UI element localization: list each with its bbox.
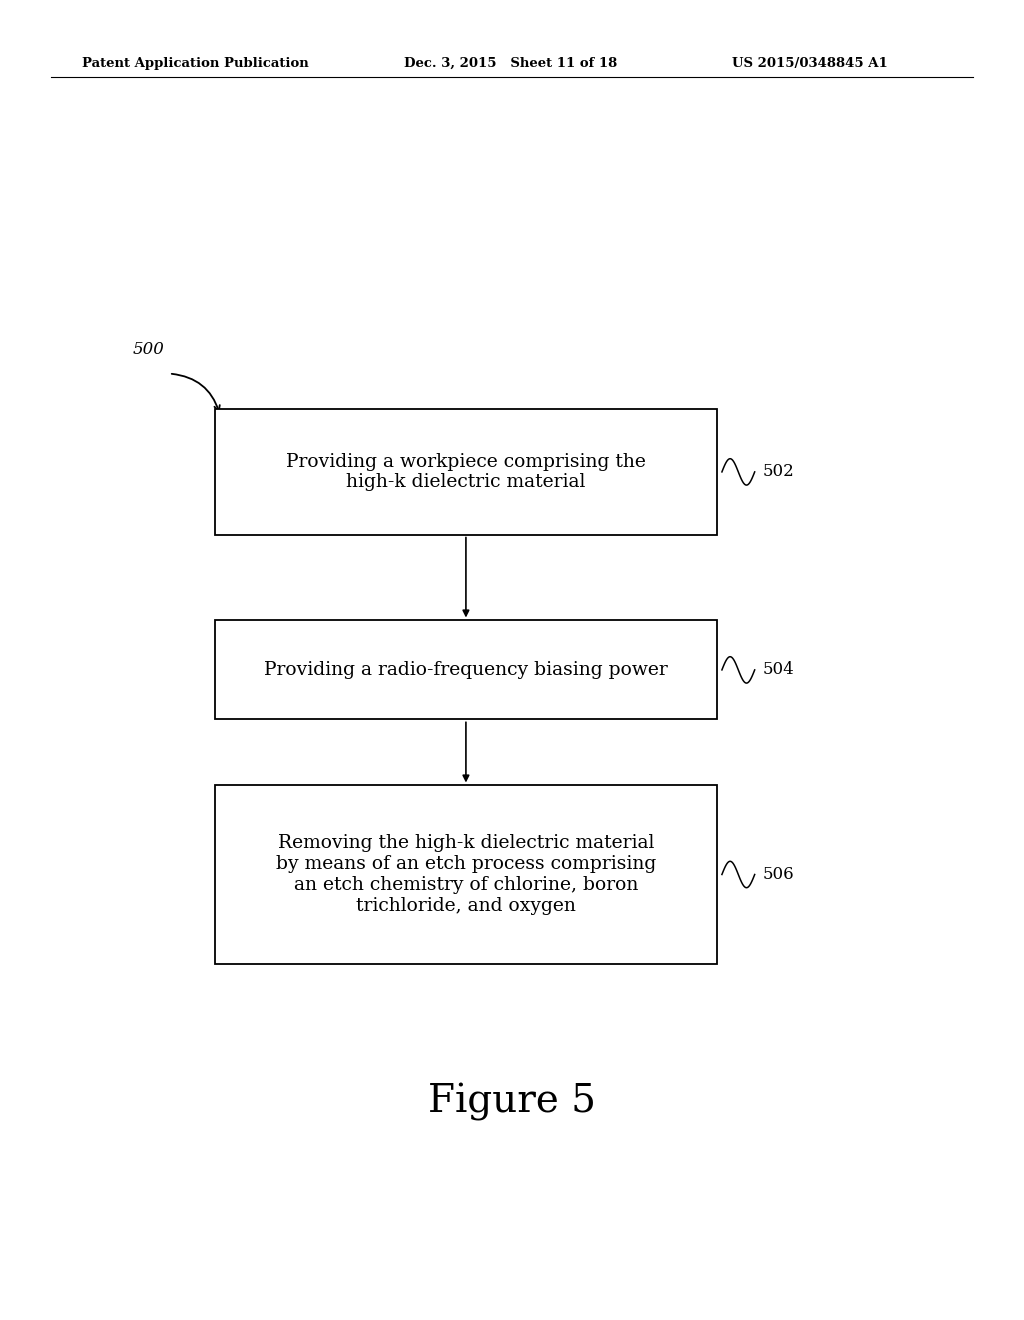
Text: 506: 506 [763, 866, 795, 883]
Text: 504: 504 [763, 661, 795, 678]
Text: 502: 502 [763, 463, 795, 480]
FancyBboxPatch shape [215, 620, 717, 719]
FancyBboxPatch shape [215, 409, 717, 535]
Text: US 2015/0348845 A1: US 2015/0348845 A1 [732, 57, 888, 70]
Text: Dec. 3, 2015   Sheet 11 of 18: Dec. 3, 2015 Sheet 11 of 18 [404, 57, 617, 70]
Text: Removing the high-k dielectric material
by means of an etch process comprising
a: Removing the high-k dielectric material … [275, 834, 656, 915]
Text: Providing a radio-frequency biasing power: Providing a radio-frequency biasing powe… [264, 661, 668, 678]
Text: 500: 500 [133, 342, 165, 358]
Text: Figure 5: Figure 5 [428, 1084, 596, 1121]
Text: Providing a workpiece comprising the
high-k dielectric material: Providing a workpiece comprising the hig… [286, 453, 646, 491]
FancyBboxPatch shape [215, 785, 717, 964]
Text: Patent Application Publication: Patent Application Publication [82, 57, 308, 70]
